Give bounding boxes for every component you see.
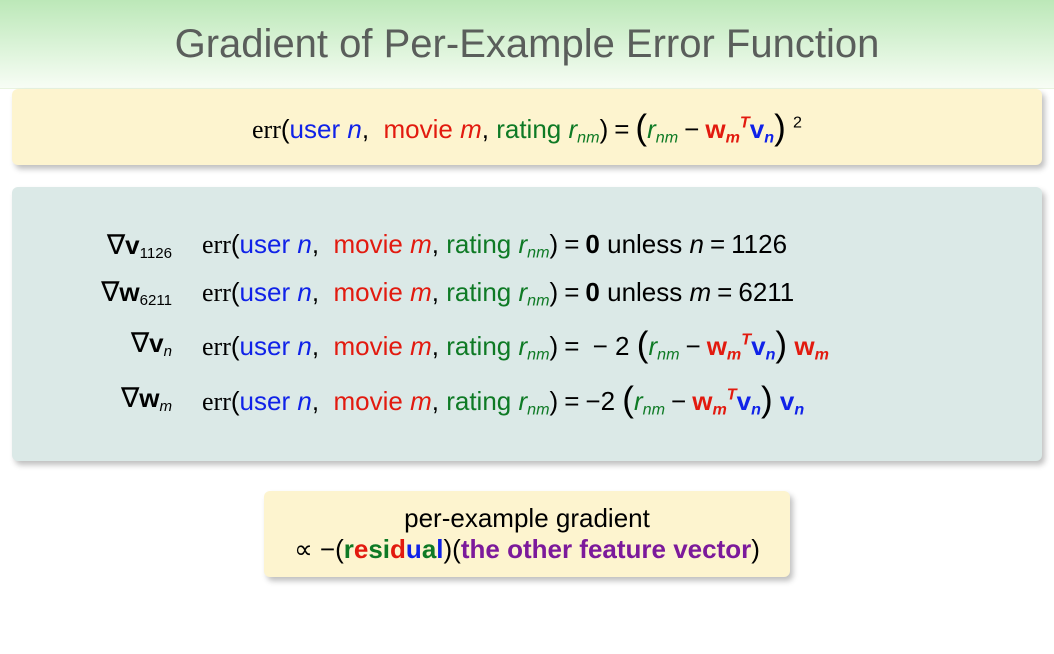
err-definition-panel: err(user n, movie m, rating rnm)=(rnm−wm…: [12, 89, 1042, 165]
user-var: n: [347, 114, 361, 144]
rhs-v: vn: [750, 114, 774, 144]
grad-row-w6211: ∇w6211 err(user n, movie m, rating rnm)=…: [22, 277, 1032, 311]
grad-row-vn: ∇vn err(user n, movie m, rating rnm)= − …: [22, 324, 1032, 365]
err-fn-name: err: [252, 115, 281, 144]
grad-body-4: err(user n, movie m, rating rnm)=−2 (rnm…: [202, 379, 804, 420]
slide-title: Gradient of Per-Example Error Function: [175, 22, 880, 67]
trail-vn: vn: [780, 386, 804, 416]
title-band: Gradient of Per-Example Error Function: [0, 0, 1054, 89]
rating-sub: nm: [577, 128, 599, 146]
rating-var: r: [569, 114, 578, 144]
grad-row-v1126: ∇v1126 err(user n, movie m, rating rnm)=…: [22, 229, 1032, 263]
nabla-w6211: ∇w6211: [22, 277, 202, 309]
movie-var: m: [460, 114, 482, 144]
movie-word: movie: [384, 114, 453, 144]
square-exp: 2: [793, 113, 802, 131]
summary-panel: per-example gradient ∝ −(residual)(the o…: [264, 491, 790, 577]
grad-body-1: err(user n, movie m, rating rnm)=0 unles…: [202, 229, 787, 263]
err-definition-equation: err(user n, movie m, rating rnm)=(rnm−wm…: [252, 107, 802, 148]
summary-line1: per-example gradient: [294, 503, 760, 534]
nabla-v1126: ∇v1126: [22, 230, 202, 262]
rhs-r: rnm: [647, 114, 678, 144]
nabla-vn: ∇vn: [22, 328, 202, 360]
nabla-wm: ∇wm: [22, 383, 202, 415]
trail-wm: wm: [794, 331, 829, 361]
rhs-w: wmT: [705, 114, 749, 144]
gradients-panel: ∇v1126 err(user n, movie m, rating rnm)=…: [12, 187, 1042, 461]
user-word: user: [290, 114, 341, 144]
grad-row-wm: ∇wm err(user n, movie m, rating rnm)=−2 …: [22, 379, 1032, 420]
summary-line2: ∝ −(residual)(the other feature vector): [294, 534, 760, 565]
grad-body-2: err(user n, movie m, rating rnm)=0 unles…: [202, 277, 794, 311]
rating-word: rating: [496, 114, 561, 144]
grad-body-3: err(user n, movie m, rating rnm)= − 2 (r…: [202, 324, 829, 365]
